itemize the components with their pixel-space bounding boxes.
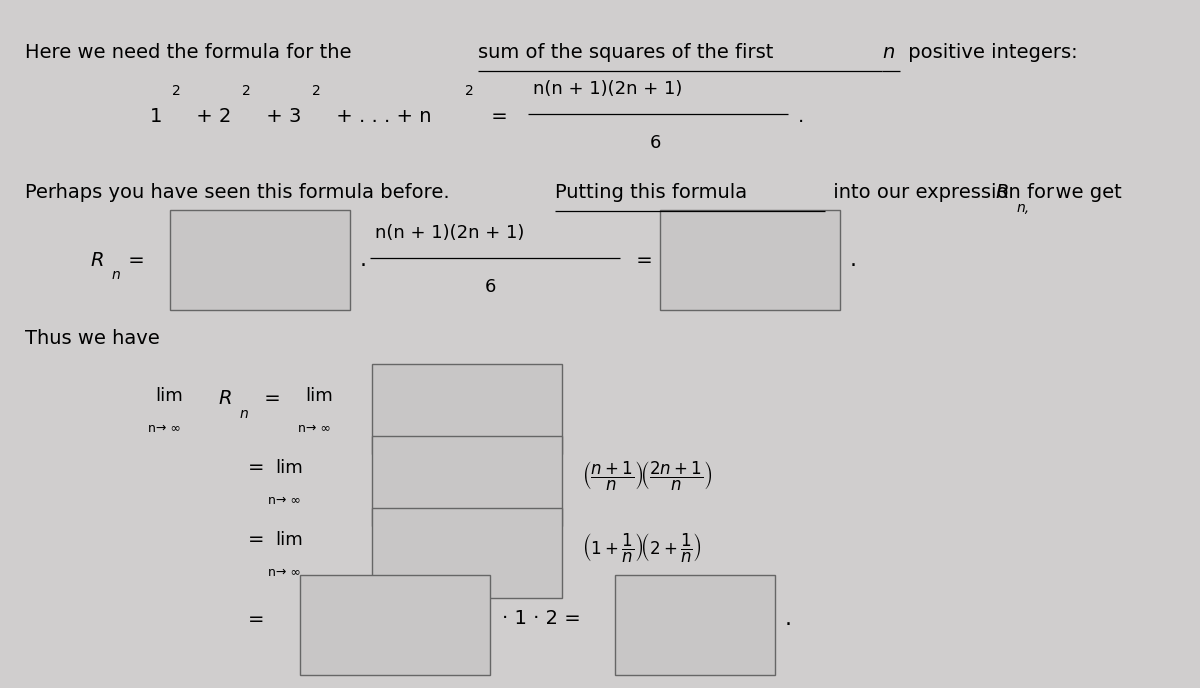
Text: lim: lim bbox=[305, 387, 332, 405]
Text: =: = bbox=[248, 458, 264, 477]
Text: 2: 2 bbox=[312, 84, 320, 98]
Bar bbox=[372, 436, 562, 526]
Text: .: . bbox=[850, 250, 857, 270]
Text: n: n bbox=[882, 43, 894, 63]
Text: =: = bbox=[122, 250, 145, 270]
Text: Here we need the formula for the: Here we need the formula for the bbox=[25, 43, 358, 63]
Text: we get: we get bbox=[1043, 184, 1122, 202]
Text: $\left(1+\dfrac{1}{n}\right)\!\left(2+\dfrac{1}{n}\right)$: $\left(1+\dfrac{1}{n}\right)\!\left(2+\d… bbox=[582, 532, 702, 564]
Text: n→ ∞: n→ ∞ bbox=[268, 566, 301, 579]
Text: =: = bbox=[248, 530, 264, 550]
Text: R: R bbox=[90, 250, 103, 270]
Text: =: = bbox=[248, 610, 264, 629]
Text: 2: 2 bbox=[466, 84, 474, 98]
Text: into our expression for: into our expression for bbox=[827, 184, 1067, 202]
Text: 6: 6 bbox=[650, 134, 661, 152]
Text: lim: lim bbox=[275, 459, 302, 477]
Text: 1: 1 bbox=[150, 107, 162, 125]
Text: lim: lim bbox=[275, 531, 302, 549]
Text: =: = bbox=[485, 107, 508, 125]
Text: n→ ∞: n→ ∞ bbox=[268, 493, 301, 506]
Text: .: . bbox=[785, 609, 792, 629]
Text: + 3: + 3 bbox=[260, 107, 301, 125]
Text: $\left(\dfrac{n+1}{n}\right)\!\left(\dfrac{2n+1}{n}\right)$: $\left(\dfrac{n+1}{n}\right)\!\left(\dfr… bbox=[582, 460, 713, 493]
Text: sum of the squares of the first: sum of the squares of the first bbox=[478, 43, 780, 63]
Bar bbox=[372, 364, 562, 454]
Text: Thus we have: Thus we have bbox=[25, 328, 160, 347]
Text: n(n + 1)(2n + 1): n(n + 1)(2n + 1) bbox=[533, 80, 683, 98]
Text: =: = bbox=[630, 250, 653, 270]
Text: 6: 6 bbox=[485, 278, 496, 296]
Text: · 1 · 2 =: · 1 · 2 = bbox=[502, 610, 581, 629]
Text: n,: n, bbox=[1018, 201, 1030, 215]
Bar bbox=[300, 575, 490, 675]
Text: R: R bbox=[218, 389, 232, 407]
Text: positive integers:: positive integers: bbox=[902, 43, 1078, 63]
Bar bbox=[372, 508, 562, 598]
Bar bbox=[660, 210, 840, 310]
Text: n: n bbox=[240, 407, 248, 421]
Text: Perhaps you have seen this formula before.: Perhaps you have seen this formula befor… bbox=[25, 184, 456, 202]
Text: .: . bbox=[798, 107, 804, 125]
Text: =: = bbox=[258, 389, 281, 407]
Text: 2: 2 bbox=[172, 84, 181, 98]
Text: n: n bbox=[112, 268, 121, 282]
Text: n(n + 1)(2n + 1): n(n + 1)(2n + 1) bbox=[374, 224, 524, 242]
Text: R: R bbox=[995, 184, 1008, 202]
Text: Putting this formula: Putting this formula bbox=[554, 184, 748, 202]
Bar bbox=[616, 575, 775, 675]
Bar bbox=[170, 210, 350, 310]
Text: + . . . + n: + . . . + n bbox=[330, 107, 432, 125]
Text: n→ ∞: n→ ∞ bbox=[148, 422, 181, 435]
Text: + 2: + 2 bbox=[190, 107, 232, 125]
Text: n→ ∞: n→ ∞ bbox=[298, 422, 331, 435]
Text: .: . bbox=[360, 250, 367, 270]
Text: lim: lim bbox=[155, 387, 182, 405]
Text: 2: 2 bbox=[242, 84, 251, 98]
